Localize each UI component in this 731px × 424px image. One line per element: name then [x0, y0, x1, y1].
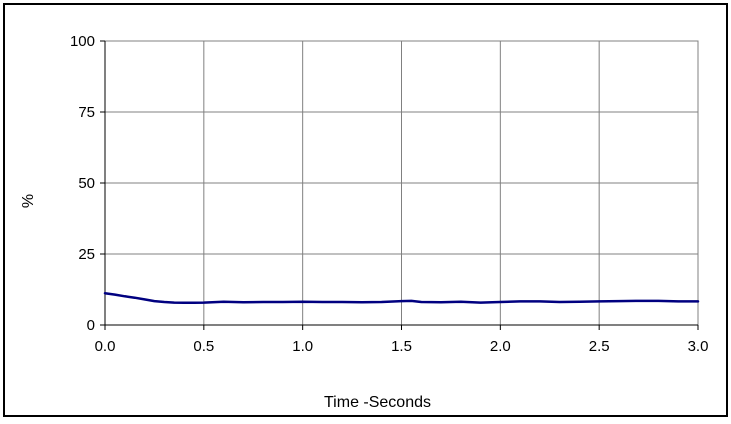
x-tick-label: 3.0	[688, 338, 709, 355]
x-tick-label: 2.5	[589, 338, 610, 355]
gridlines	[104, 40, 699, 326]
x-tick-label: 2.0	[490, 338, 511, 355]
y-tick-label: 50	[78, 175, 95, 192]
y-tick-label: 100	[70, 33, 95, 50]
chart-frame: 0.0 0.5 1.0 1.5 2.0 2.5 3.0 0 25 50 75 100 % Time …	[3, 3, 728, 417]
line-chart: 0.0 0.5 1.0 1.5 2.0 2.5 3.0 0 25 50 75 100 % Time …	[20, 33, 709, 411]
x-tick-labels: 0.0 0.5 1.0 1.5 2.0 2.5 3.0	[95, 338, 709, 355]
y-tick-label: 0	[87, 317, 95, 334]
axes	[100, 40, 699, 330]
y-tick-label: 75	[78, 104, 95, 121]
x-tick-label: 0.0	[95, 338, 116, 355]
y-axis-title: %	[20, 194, 37, 208]
series-line	[103, 291, 700, 305]
x-axis-title: Time -Seconds	[324, 394, 431, 411]
x-tick-label: 1.0	[292, 338, 313, 355]
series-layer	[103, 291, 700, 305]
x-tick-label: 1.5	[391, 338, 412, 355]
y-tick-labels: 0 25 50 75 100	[70, 33, 95, 334]
y-tick-label: 25	[78, 246, 95, 263]
x-tick-label: 0.5	[193, 338, 214, 355]
